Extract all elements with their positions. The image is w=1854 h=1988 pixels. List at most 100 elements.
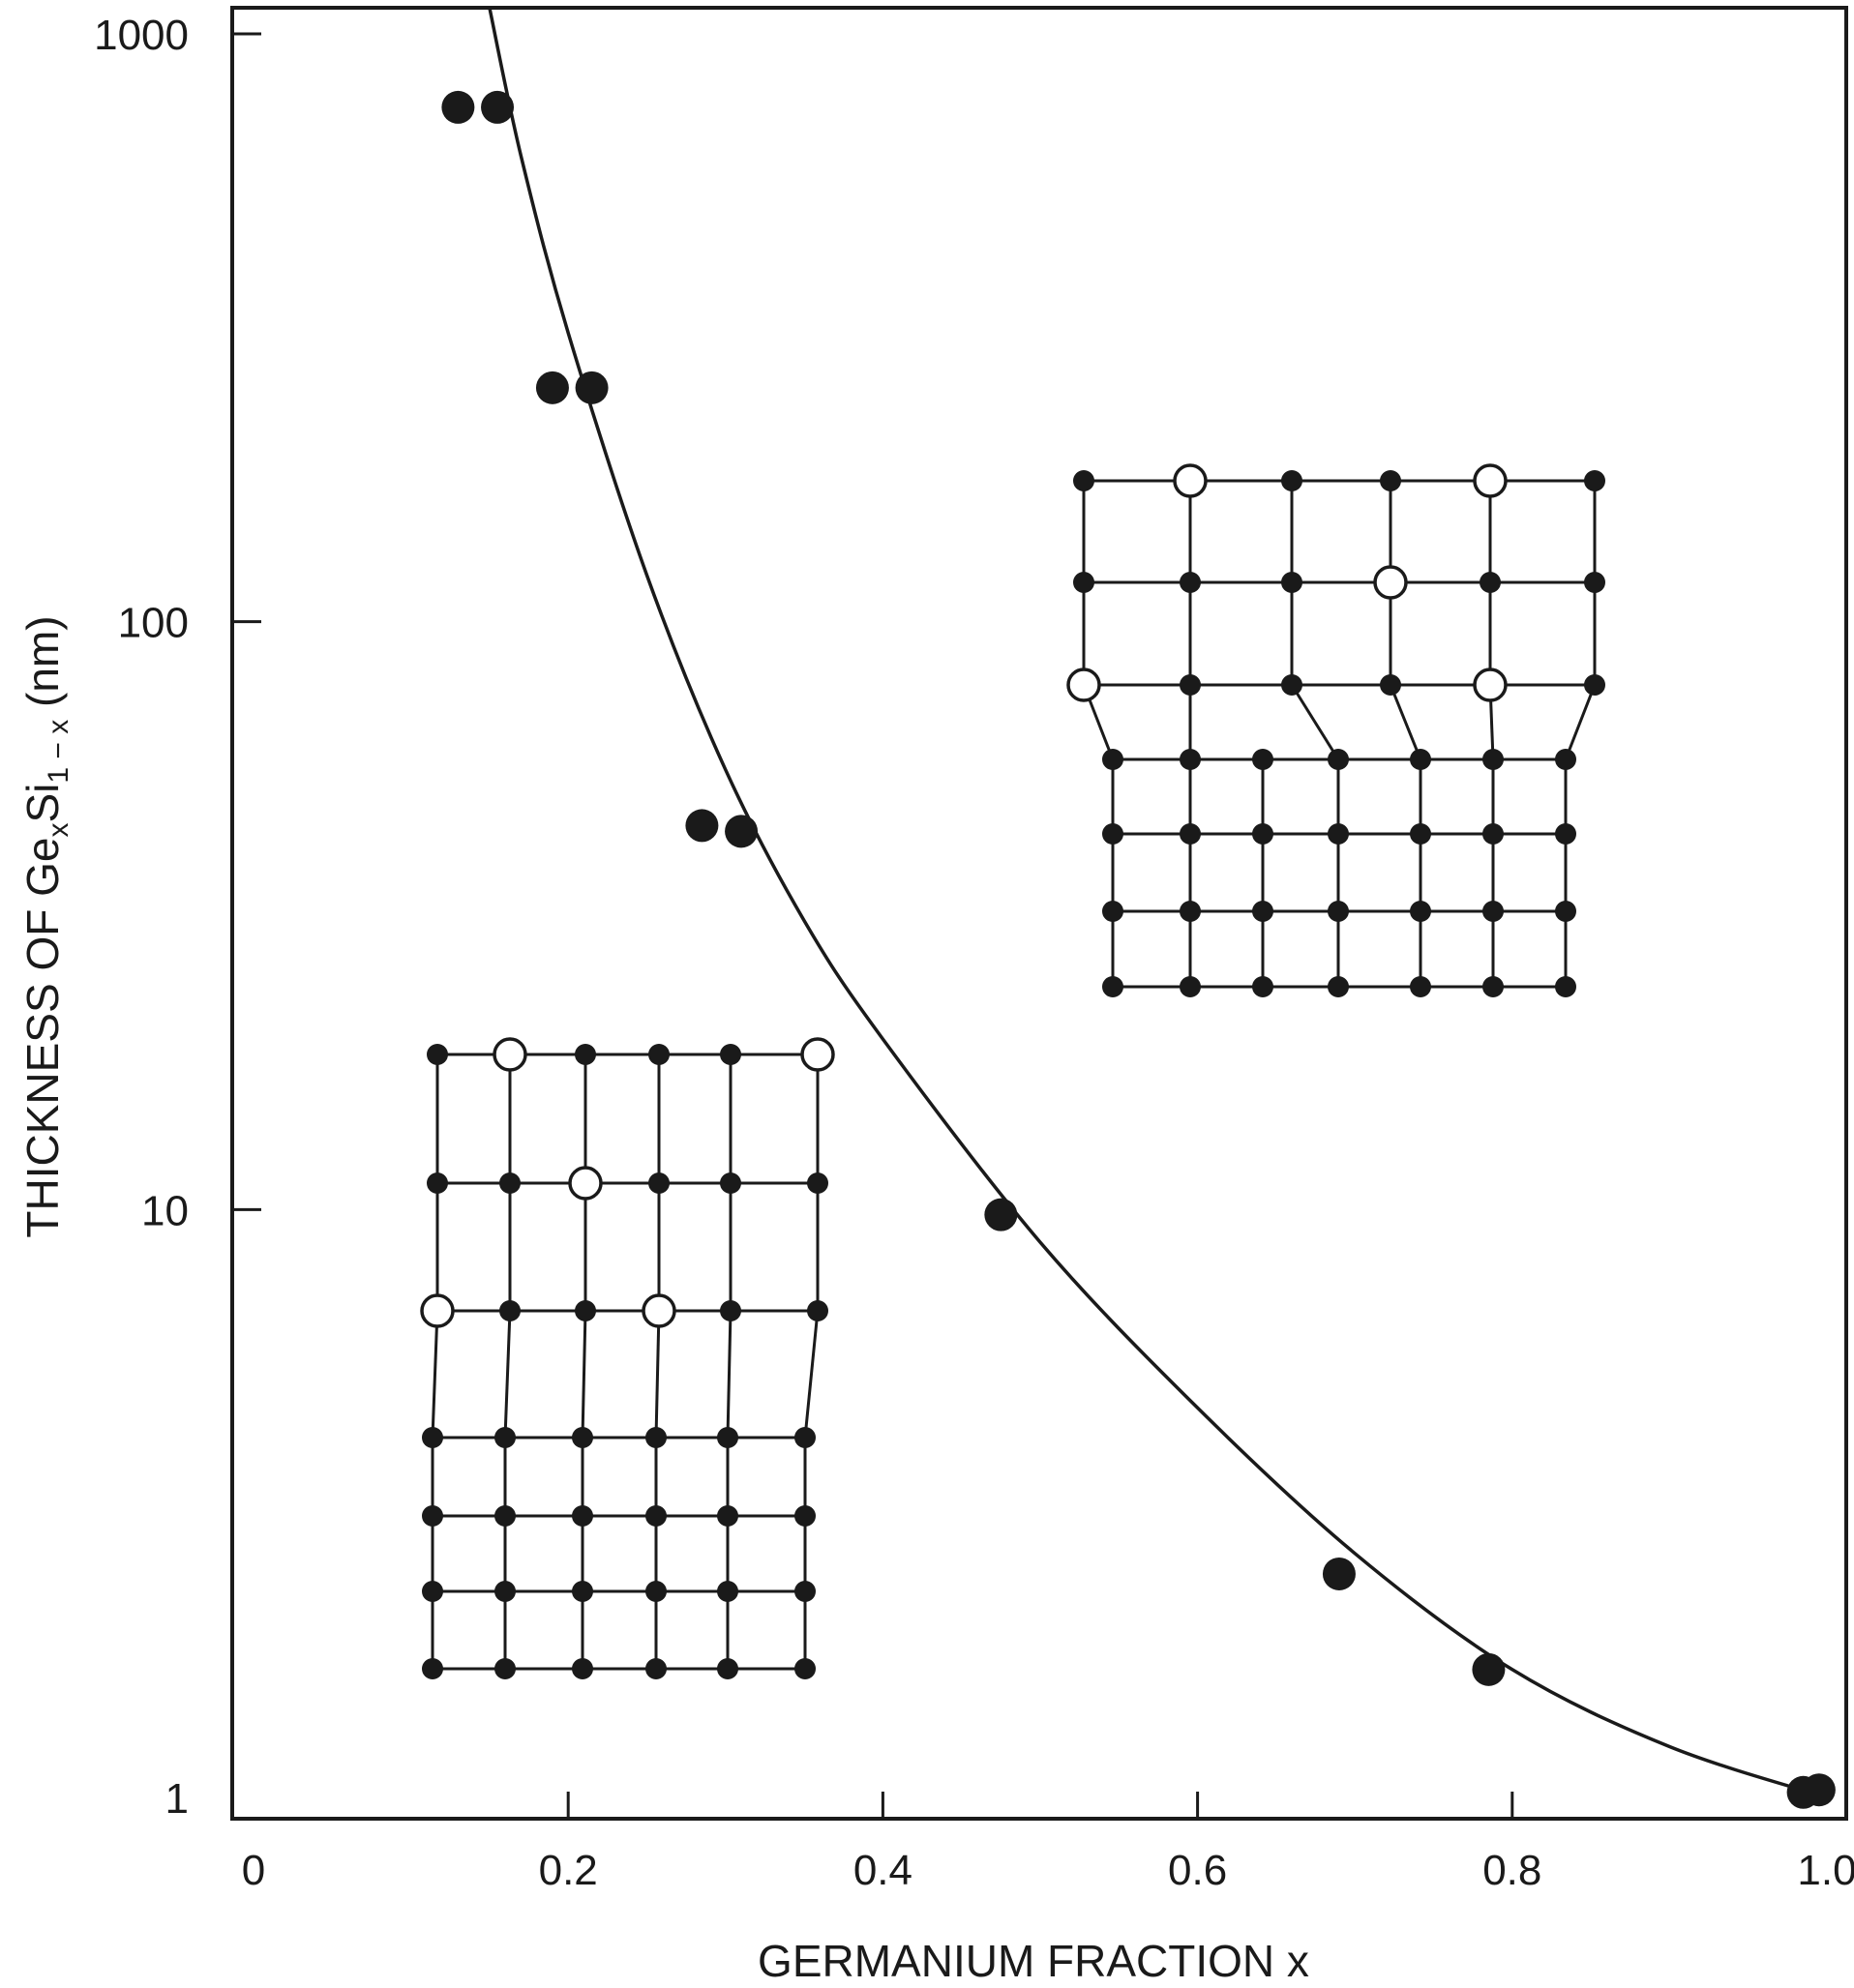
si-atom [1584, 572, 1605, 593]
si-atom [1180, 823, 1201, 845]
si-atom [499, 1300, 521, 1321]
si-atom [1555, 823, 1576, 845]
si-atom [1380, 470, 1401, 491]
si-atom [575, 1300, 596, 1321]
si-atom [1073, 470, 1094, 491]
si-atom [794, 1505, 816, 1527]
y-axis: 1 10 100 1000 [94, 12, 261, 1823]
si-atom [1328, 749, 1349, 770]
lattice-bond [726, 1310, 733, 1439]
si-atom [1102, 749, 1123, 770]
si-atom [717, 1658, 738, 1679]
si-atom [572, 1581, 593, 1602]
si-atom [720, 1172, 741, 1194]
data-points [441, 90, 1836, 1809]
si-atom [1102, 976, 1123, 997]
si-atom [717, 1505, 738, 1527]
si-atom [1281, 470, 1302, 491]
si-atom [717, 1427, 738, 1448]
si-atom [645, 1505, 667, 1527]
si-atom [794, 1658, 816, 1679]
x-tick-label: 0.8 [1482, 1847, 1541, 1894]
si-atom [1410, 901, 1431, 922]
si-atom [494, 1427, 516, 1448]
data-point [984, 1198, 1018, 1231]
si-atom [427, 1044, 448, 1065]
si-atom [1102, 901, 1123, 922]
si-atom [1328, 976, 1349, 997]
y-tick-label: 1000 [94, 12, 189, 59]
si-atom [807, 1172, 828, 1194]
ge-atom [1473, 668, 1508, 702]
lattice-bond [1389, 684, 1422, 760]
ge-atom [800, 1037, 835, 1072]
ge-atom [642, 1293, 676, 1328]
theoretical-curve [488, 7, 1828, 1799]
ge-atom [1066, 668, 1101, 702]
si-atom [494, 1505, 516, 1527]
si-atom [1555, 749, 1576, 770]
y-axis-title-si: Si [17, 784, 68, 823]
si-atom [422, 1658, 443, 1679]
si-atom [1480, 572, 1501, 593]
lattice-bond [581, 1310, 587, 1439]
si-atom [1482, 901, 1504, 922]
si-atom [1180, 976, 1201, 997]
strained-lattice-inset [420, 1037, 835, 1679]
x-tick-label: 0.2 [539, 1847, 598, 1894]
y-tick-label: 100 [118, 600, 189, 647]
relaxed-lattice-inset [1066, 463, 1605, 997]
si-atom [1252, 749, 1273, 770]
lattice-bond [431, 1310, 439, 1439]
si-atom [1584, 674, 1605, 696]
ge-atom [493, 1037, 527, 1072]
si-atom [572, 1427, 593, 1448]
si-atom [1252, 901, 1273, 922]
si-atom [1180, 901, 1201, 922]
y-axis-title-lead: THICKNESS OF Ge [17, 838, 68, 1238]
x-tick-label: 0 [242, 1847, 265, 1894]
ge-atom [568, 1166, 603, 1201]
ge-atom [1473, 463, 1508, 498]
si-atom [645, 1427, 667, 1448]
si-atom [1281, 572, 1302, 593]
si-atom [572, 1658, 593, 1679]
x-tick-label: 0.4 [853, 1847, 912, 1894]
si-atom [794, 1581, 816, 1602]
si-atom [807, 1300, 828, 1321]
lattice-bond [1564, 684, 1597, 760]
si-atom [1252, 976, 1273, 997]
si-atom [1555, 901, 1576, 922]
data-point [575, 371, 609, 404]
lattice-bond [1290, 684, 1340, 760]
si-atom [427, 1172, 448, 1194]
si-atom [1410, 823, 1431, 845]
si-atom [1073, 572, 1094, 593]
data-point [685, 809, 719, 843]
ge-atom [420, 1293, 455, 1328]
lattice-bond [803, 1310, 820, 1439]
y-axis-title-sub-x: x [43, 823, 75, 838]
data-point [1802, 1773, 1836, 1807]
si-atom [1252, 823, 1273, 845]
si-atom [1410, 749, 1431, 770]
si-atom [645, 1581, 667, 1602]
plot-frame [230, 6, 1848, 1821]
x-axis-title: GERMANIUM FRACTION x [758, 1936, 1309, 1986]
si-atom [572, 1505, 593, 1527]
si-atom [648, 1044, 670, 1065]
si-atom [645, 1658, 667, 1679]
si-atom [422, 1505, 443, 1527]
si-atom [422, 1581, 443, 1602]
ge-atom [1173, 463, 1208, 498]
y-axis-title-sub-1x: 1 − x [43, 720, 75, 784]
si-atom [648, 1172, 670, 1194]
si-atom [1555, 976, 1576, 997]
si-atom [1482, 749, 1504, 770]
data-point [725, 815, 759, 848]
data-point [535, 371, 569, 404]
si-atom [494, 1658, 516, 1679]
si-atom [1380, 674, 1401, 696]
si-atom [1482, 976, 1504, 997]
